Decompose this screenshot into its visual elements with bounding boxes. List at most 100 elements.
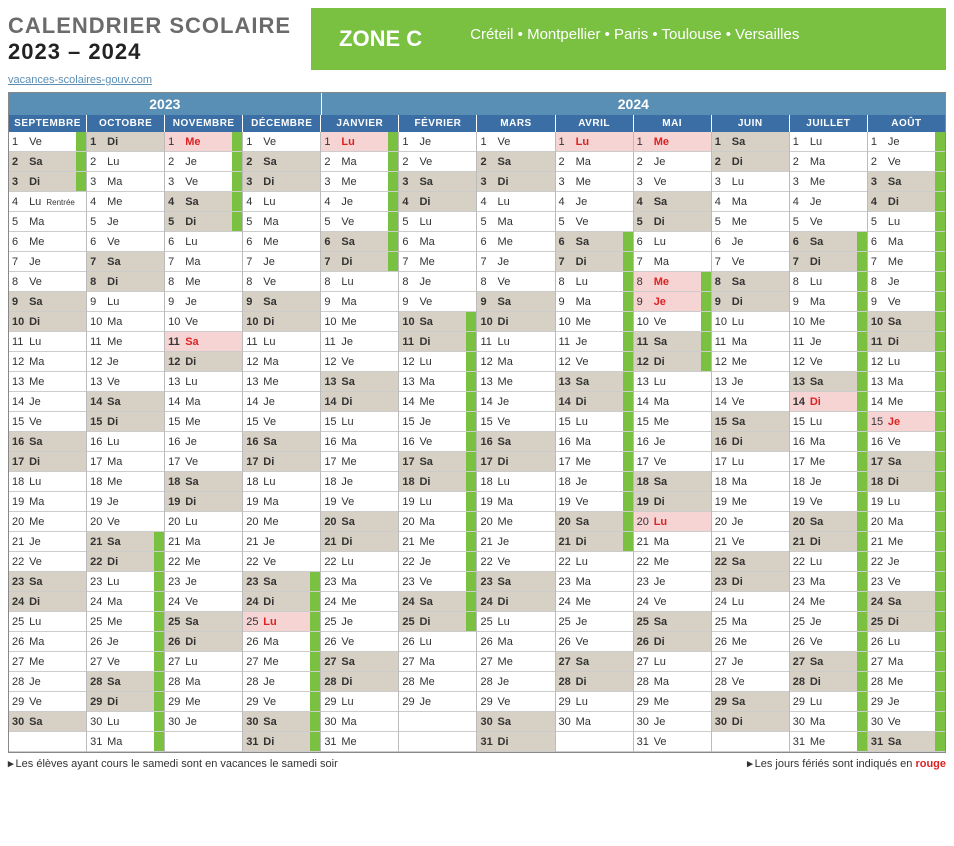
day-cell: 22 Lu <box>321 552 398 572</box>
vacation-bar <box>935 592 945 611</box>
cities-list: Créteil • Montpellier • Paris • Toulouse… <box>450 8 946 70</box>
day-cell: 21 Me <box>868 532 945 552</box>
day-cell: 13 Sa <box>790 372 867 392</box>
day-cell: 8 Sa <box>712 272 789 292</box>
day-cell: 19 Ma <box>477 492 554 512</box>
day-cell: 10 Me <box>321 312 398 332</box>
day-cell: 20 Sa <box>790 512 867 532</box>
day-cell: 27 Ma <box>868 652 945 672</box>
day-cell: 1 Lu <box>790 132 867 152</box>
month-header-aug: AOÛT <box>868 115 945 132</box>
source-link[interactable]: vacances-scolaires-gouv.com <box>8 74 152 86</box>
year-2023: 2023 <box>9 93 322 115</box>
day-note: Rentrée <box>46 198 74 207</box>
day-cell: 2 Je <box>165 152 242 172</box>
day-cell: 12 Lu <box>868 352 945 372</box>
day-cell: 19 Ve <box>321 492 398 512</box>
vacation-bar <box>857 692 867 711</box>
day-cell: 24 Di <box>9 592 86 612</box>
day-cell: 28 Di <box>321 672 398 692</box>
day-cell: 28 Je <box>477 672 554 692</box>
day-cell: 16 Ve <box>868 432 945 452</box>
day-cell: 11 Lu <box>477 332 554 352</box>
day-cell: 20 Me <box>477 512 554 532</box>
day-cell: 23 Sa <box>243 572 320 592</box>
day-cell: 5 Ve <box>321 212 398 232</box>
vacation-bar <box>623 372 633 391</box>
vacation-bar <box>310 632 320 651</box>
day-cell: 29 Ve <box>477 692 554 712</box>
day-cell: 26 Ve <box>556 632 633 652</box>
day-cell: 15 Lu <box>556 412 633 432</box>
day-cell <box>399 732 476 752</box>
vacation-bar <box>857 612 867 631</box>
day-cell: 1 Me <box>165 132 242 152</box>
day-cell: 6 Je <box>712 232 789 252</box>
vacation-bar <box>310 572 320 591</box>
month-header-nov: NOVEMBRE <box>165 115 243 132</box>
vacation-bar <box>935 212 945 231</box>
vacation-bar <box>857 732 867 751</box>
day-cell: 31 Ma <box>87 732 164 752</box>
day-cell: 4 Lu <box>477 192 554 212</box>
day-cell: 27 Me <box>243 652 320 672</box>
vacation-bar <box>935 672 945 691</box>
month-header-oct: OCTOBRE <box>87 115 165 132</box>
day-cell: 1 Lu <box>556 132 633 152</box>
day-cell: 9 Sa <box>477 292 554 312</box>
day-cell: 17 Di <box>477 452 554 472</box>
day-cell: 25 Sa <box>634 612 711 632</box>
day-cell: 7 Me <box>399 252 476 272</box>
day-cell: 28 Ma <box>165 672 242 692</box>
day-cell: 19 Me <box>712 492 789 512</box>
day-cell: 11 Di <box>399 332 476 352</box>
day-cell: 13 Lu <box>634 372 711 392</box>
day-cell: 29 Sa <box>712 692 789 712</box>
day-cell: 2 Je <box>634 152 711 172</box>
day-cell: 1 Ve <box>477 132 554 152</box>
day-cell: 21 Di <box>556 532 633 552</box>
day-cell: 17 Lu <box>712 452 789 472</box>
vacation-bar <box>935 732 945 751</box>
day-cell: 4 Je <box>556 192 633 212</box>
day-cell: 24 Ve <box>165 592 242 612</box>
day-cell <box>399 712 476 732</box>
vacation-bar <box>935 432 945 451</box>
day-cell: 8 Ve <box>477 272 554 292</box>
vacation-bar <box>935 532 945 551</box>
vacation-bar <box>623 332 633 351</box>
day-cell: 31 Di <box>243 732 320 752</box>
vacation-bar <box>857 292 867 311</box>
day-cell: 13 Me <box>477 372 554 392</box>
day-cell: 27 Sa <box>790 652 867 672</box>
day-cell: 11 Je <box>790 332 867 352</box>
vacation-bar <box>76 152 86 171</box>
vacation-bar <box>388 232 398 251</box>
day-cell: 3 Ve <box>634 172 711 192</box>
day-cell: 5 Lu <box>399 212 476 232</box>
day-cell: 6 Sa <box>556 232 633 252</box>
vacation-bar <box>310 712 320 731</box>
day-cell: 29 Lu <box>321 692 398 712</box>
vacation-bar <box>623 432 633 451</box>
vacation-bar <box>623 412 633 431</box>
vacation-bar <box>623 232 633 251</box>
vacation-bar <box>935 512 945 531</box>
day-cell: 7 Ve <box>712 252 789 272</box>
day-cell: 23 Ma <box>790 572 867 592</box>
months-header-row: SEPTEMBREOCTOBRENOVEMBREDÉCEMBREJANVIERF… <box>9 115 945 132</box>
day-cell: 8 Ve <box>9 272 86 292</box>
vacation-bar <box>154 612 164 631</box>
day-cell: 2 Ma <box>556 152 633 172</box>
footnote-right: ▸Les jours fériés sont indiqués en rouge <box>747 757 946 770</box>
day-cell: 23 Ma <box>321 572 398 592</box>
day-cell: 30 Sa <box>243 712 320 732</box>
day-cell: 12 Ve <box>321 352 398 372</box>
day-cell: 31 Ve <box>634 732 711 752</box>
day-cell: 24 Me <box>790 592 867 612</box>
day-cell: 16 Ma <box>321 432 398 452</box>
day-cell: 14 Me <box>868 392 945 412</box>
day-cell: 3 Di <box>477 172 554 192</box>
day-cell: 10 Di <box>9 312 86 332</box>
day-cell: 5 Ve <box>556 212 633 232</box>
